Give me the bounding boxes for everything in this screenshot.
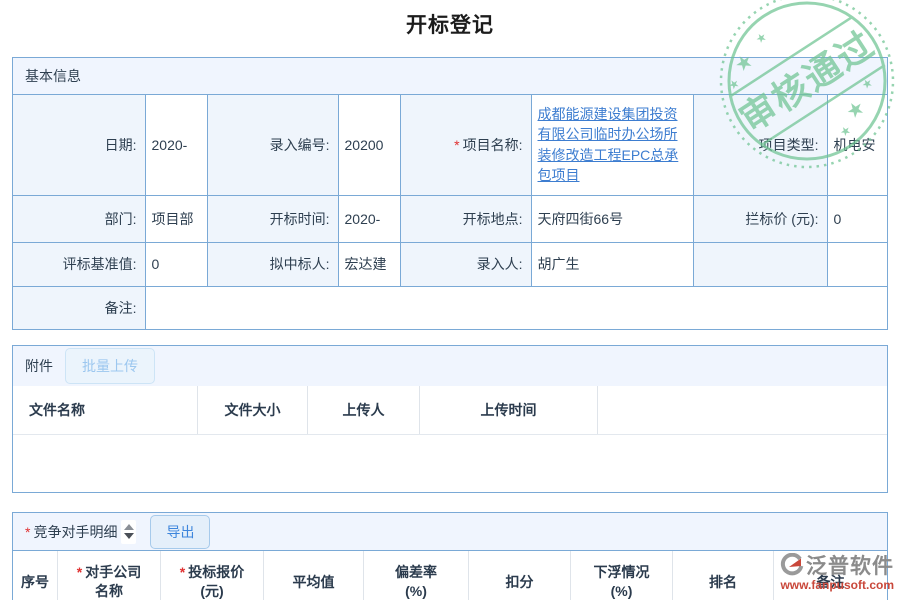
entry-person-value: 胡广生 xyxy=(531,242,694,287)
spinner-down-icon[interactable] xyxy=(123,533,134,539)
batch-upload-button[interactable]: 批量上传 xyxy=(65,348,155,384)
ceiling-price-value: 0 xyxy=(827,195,887,243)
column-header-empty xyxy=(598,386,887,434)
required-asterisk: * xyxy=(179,564,186,581)
bid-open-place-value: 天府四街66号 xyxy=(531,195,694,243)
column-header-file-name: 文件名称 xyxy=(13,386,198,434)
entry-no-label: 录入编号: xyxy=(207,95,339,196)
required-asterisk: * xyxy=(25,523,31,540)
column-header-deviation: 偏差率 (%) xyxy=(364,551,469,600)
bid-open-time-value: 2020- xyxy=(338,195,401,243)
attachments-title: 附件 xyxy=(25,358,53,374)
competitors-section-header: * 竞争对手明细 导出 xyxy=(13,513,887,551)
column-header-remark: 备注 xyxy=(816,573,845,590)
date-label: 日期: xyxy=(13,95,146,196)
competitors-table-header: 序号 * 对手公司 名称 * 投标报价 (元) 平均值 偏差率 (%) 扣分 下浮情… xyxy=(13,551,887,600)
eval-base-value: 0 xyxy=(145,242,208,287)
column-header-rank: 排名 xyxy=(673,551,774,600)
attachments-section-header: 附件 批量上传 xyxy=(13,346,887,386)
remark-label: 备注: xyxy=(13,286,146,329)
required-asterisk: * xyxy=(454,136,460,153)
required-asterisk: * xyxy=(76,564,83,581)
column-header-upload-time: 上传时间 xyxy=(420,386,598,434)
project-name-label: * 项目名称: xyxy=(400,95,532,196)
date-value: 2020- xyxy=(145,95,208,196)
column-header-downfloat: 下浮情况 (%) xyxy=(571,551,673,600)
column-header-average: 平均值 xyxy=(264,551,364,600)
attachments-table-header: 文件名称 文件大小 上传人 上传时间 xyxy=(13,386,887,435)
vendor-name: 泛普软件 xyxy=(806,555,894,578)
entry-no-value: 20200 xyxy=(338,95,401,196)
remark-value xyxy=(145,286,887,329)
export-button[interactable]: 导出 xyxy=(150,514,211,549)
bid-open-place-label: 开标地点: xyxy=(400,195,532,243)
ceiling-price-label: 拦标价 (元): xyxy=(693,195,828,243)
empty-label-cell xyxy=(693,242,828,287)
column-header-bid-price: * 投标报价 (元) xyxy=(161,551,264,600)
project-name-link[interactable]: 成都能源建设集团投资有限公司临时办公场所装修改造工程EPC总承包项目 xyxy=(537,106,679,184)
fanpu-logo-icon xyxy=(780,553,804,576)
entry-person-label: 录入人: xyxy=(400,242,532,287)
page-title: 开标登记 xyxy=(406,14,494,37)
column-header-seq: 序号 xyxy=(13,551,58,600)
department-label: 部门: xyxy=(13,195,146,243)
basic-info-section-header: 基本信息 xyxy=(13,58,887,95)
project-type-label: 项目类型: xyxy=(693,95,828,196)
sort-spinner[interactable] xyxy=(121,519,137,544)
column-header-file-size: 文件大小 xyxy=(198,386,308,434)
bid-open-time-label: 开标时间: xyxy=(207,195,339,243)
vendor-watermark: 泛普软件 www.fanpusoft.com xyxy=(780,550,894,592)
proposed-winner-label: 拟中标人: xyxy=(207,242,339,287)
department-value: 项目部 xyxy=(145,195,208,243)
vendor-url: www.fanpusoft.com xyxy=(780,578,894,592)
column-header-uploader: 上传人 xyxy=(308,386,420,434)
proposed-winner-value: 宏达建 xyxy=(338,242,401,287)
basic-info-table: 日期: 2020- 录入编号: 20200 * 项目名称: 成都能源建设集团投资有… xyxy=(13,95,887,329)
attachments-empty-body xyxy=(13,435,887,492)
competitors-title: 竞争对手明细 xyxy=(33,523,118,540)
column-header-rival-company: * 对手公司 名称 xyxy=(58,551,161,600)
empty-value-cell xyxy=(827,242,887,287)
attachments-panel: 附件 批量上传 文件名称 文件大小 上传人 上传时间 xyxy=(12,345,888,493)
basic-info-title: 基本信息 xyxy=(25,68,81,84)
project-type-value: 机电安 xyxy=(827,95,887,196)
eval-base-label: 评标基准值: xyxy=(13,242,146,287)
project-name-cell: 成都能源建设集团投资有限公司临时办公场所装修改造工程EPC总承包项目 xyxy=(531,95,694,196)
competitors-panel: * 竞争对手明细 导出 序号 * 对手公司 名称 * 投标报价 (元) 平均值 偏差… xyxy=(12,512,888,600)
spinner-up-icon[interactable] xyxy=(123,524,134,530)
column-header-deduction: 扣分 xyxy=(469,551,571,600)
basic-info-panel: 基本信息 日期: 2020- 录入编号: 20200 * 项目名称: 成都能源建设… xyxy=(12,57,888,330)
